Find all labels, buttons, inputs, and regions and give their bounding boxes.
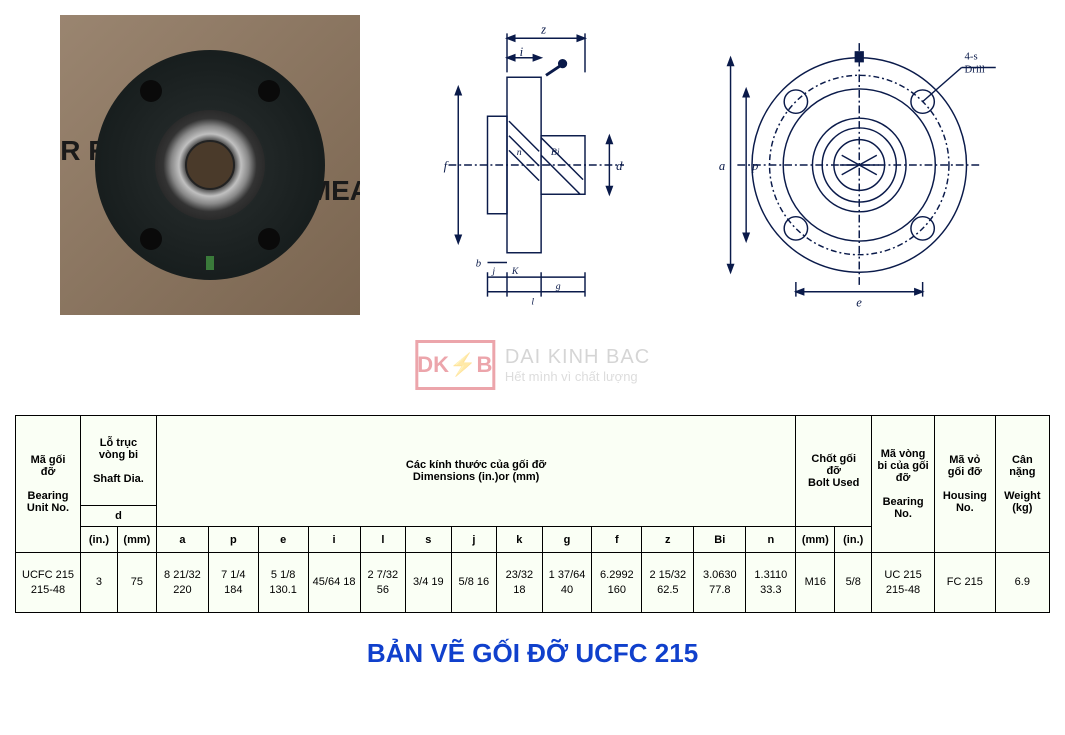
hdr-bearing-unit: Mã gối đỡ Bearing Unit No.	[16, 416, 81, 553]
hdr-p: p	[208, 527, 258, 553]
hdr-bearing-no: Mã vòng bi của gối đỡ Bearing No.	[872, 416, 935, 553]
hdr-n: n	[746, 527, 796, 553]
cell-p: 7 1/4 184	[208, 553, 258, 613]
hdr-a: a	[156, 527, 208, 553]
hdr-shaft-d: d	[81, 506, 157, 527]
label-f: f	[444, 159, 449, 173]
side-view-diagram: z i f d n Bi b j K g l	[390, 15, 683, 315]
front-view-diagram: 4-s Drill a p e	[713, 15, 1006, 315]
cell-Bi: 3.0630 77.8	[694, 553, 746, 613]
product-photo: AR R MEA	[60, 15, 360, 315]
cell-unit: UCFC 215 215-48	[16, 553, 81, 613]
cell-i: 45/64 18	[308, 553, 360, 613]
watermark-subtitle: Hết mình vì chất lượng	[505, 369, 650, 384]
label-d: d	[616, 159, 623, 173]
hdr-shaft-in: (in.)	[81, 527, 118, 553]
hdr-bolt-in: (in.)	[835, 527, 872, 553]
label-K: K	[511, 266, 519, 277]
hdr-bolt: Chốt gối đỡ Bolt Used	[796, 416, 872, 527]
label-n: n	[517, 147, 522, 158]
label-z: z	[540, 22, 546, 36]
hdr-bolt-mm: (mm)	[796, 527, 835, 553]
label-a: a	[718, 159, 724, 173]
label-l: l	[531, 296, 534, 307]
cell-s: 3/4 19	[406, 553, 452, 613]
hdr-Bi: Bi	[694, 527, 746, 553]
cell-housing: FC 215	[934, 553, 995, 613]
hdr-k: k	[497, 527, 543, 553]
hdr-j: j	[451, 527, 497, 553]
label-e: e	[856, 295, 862, 309]
label-i: i	[520, 45, 524, 59]
cell-z: 2 15/32 62.5	[642, 553, 694, 613]
hdr-weight: Cân nặng Weight (kg)	[995, 416, 1049, 553]
hdr-f: f	[592, 527, 642, 553]
cell-k: 23/32 18	[497, 553, 543, 613]
cell-weight: 6.9	[995, 553, 1049, 613]
hdr-g: g	[542, 527, 592, 553]
table-row: UCFC 215 215-48 3 75 8 21/32 220 7 1/4 1…	[16, 553, 1050, 613]
hdr-shaft-mm: (mm)	[117, 527, 156, 553]
label-drill: 4-s	[964, 51, 977, 63]
cell-bolt-in: 5/8	[835, 553, 872, 613]
label-drill2: Drill	[964, 63, 984, 75]
hdr-l: l	[360, 527, 406, 553]
hdr-z: z	[642, 527, 694, 553]
label-Bi: Bi	[551, 147, 560, 158]
label-g: g	[556, 281, 561, 292]
label-j: j	[490, 266, 495, 277]
cell-mm: 75	[117, 553, 156, 613]
hdr-s: s	[406, 527, 452, 553]
hdr-housing: Mã vỏ gối đỡ Housing No.	[934, 416, 995, 553]
hdr-dimensions: Các kính thước của gối đỡ Dimensions (in…	[156, 416, 795, 527]
cell-e: 5 1/8 130.1	[258, 553, 308, 613]
page-title: BẢN VẼ GỐI ĐỠ UCFC 215	[0, 638, 1065, 669]
label-b: b	[476, 257, 482, 269]
watermark-title: DAI KINH BAC	[505, 346, 650, 369]
top-section: AR R MEA	[0, 0, 1065, 360]
cell-a: 8 21/32 220	[156, 553, 208, 613]
cell-n: 1.3110 33.3	[746, 553, 796, 613]
watermark-logo: DK⚡B	[415, 340, 495, 390]
label-p: p	[751, 159, 758, 173]
hdr-e: e	[258, 527, 308, 553]
watermark: DK⚡B DAI KINH BAC Hết mình vì chất lượng	[415, 340, 650, 390]
cell-bolt-mm: M16	[796, 553, 835, 613]
cell-l: 2 7/32 56	[360, 553, 406, 613]
spec-table: Mã gối đỡ Bearing Unit No. Lỗ trục vòng …	[15, 415, 1050, 613]
cell-f: 6.2992 160	[592, 553, 642, 613]
cell-j: 5/8 16	[451, 553, 497, 613]
cell-in: 3	[81, 553, 118, 613]
cell-g: 1 37/64 40	[542, 553, 592, 613]
cell-bearing-no: UC 215 215-48	[872, 553, 935, 613]
hdr-i: i	[308, 527, 360, 553]
hdr-shaft: Lỗ trục vòng bi Shaft Dia.	[81, 416, 157, 506]
